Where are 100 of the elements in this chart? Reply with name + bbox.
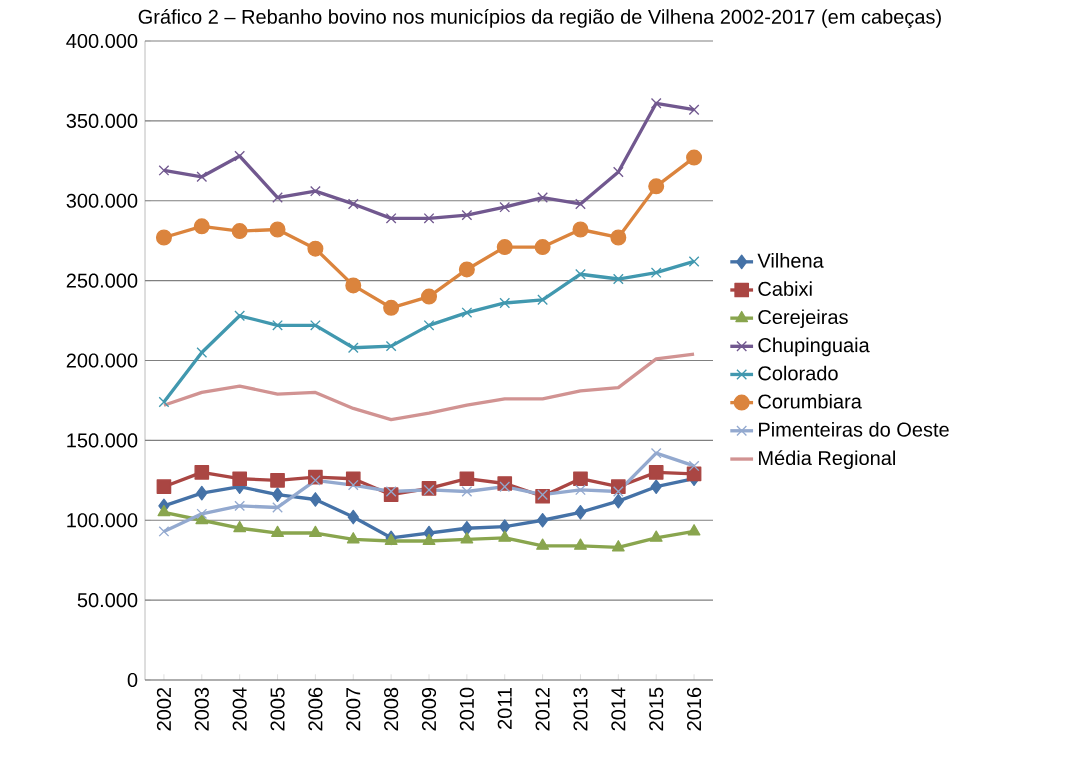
y-tick-label: 200.000 [66, 353, 138, 368]
y-tick-label: 250.000 [66, 273, 138, 288]
point [687, 524, 701, 536]
x-tick-label: 2005 [270, 687, 285, 731]
legend-label: Cerejeiras [758, 309, 848, 329]
point [612, 273, 624, 285]
point [385, 212, 397, 224]
point [498, 530, 512, 542]
point [158, 526, 170, 537]
x-tick-label: 2002 [156, 687, 172, 731]
y-tick-label: 350.000 [66, 113, 138, 128]
point [460, 532, 474, 544]
point [461, 486, 473, 497]
point [575, 484, 586, 496]
x-tick-label: 2004 [232, 687, 247, 731]
point [157, 504, 171, 517]
legend-label: Colorado [758, 365, 838, 381]
point [688, 460, 700, 472]
point [158, 396, 170, 408]
point [537, 192, 548, 203]
point [271, 487, 284, 503]
point [499, 519, 511, 534]
point [648, 178, 665, 195]
x-tick-label: 2015 [649, 687, 664, 731]
point [536, 538, 550, 550]
point [534, 239, 551, 256]
legend-label: Cabixi [758, 281, 812, 296]
point [308, 525, 322, 538]
point [307, 240, 324, 257]
point [612, 486, 624, 497]
point [310, 474, 321, 486]
point [193, 218, 210, 235]
point [347, 479, 359, 491]
point [610, 229, 627, 246]
point [612, 493, 625, 509]
y-tick-label: 150.000 [67, 433, 138, 448]
point [499, 201, 511, 213]
x-tick-label: 2003 [194, 687, 209, 731]
point [347, 198, 359, 210]
point [196, 485, 208, 501]
point [688, 104, 700, 116]
x-tick-label: 2007 [346, 687, 361, 731]
point [385, 340, 397, 352]
point [423, 484, 435, 496]
line-series [162, 352, 696, 422]
point [461, 307, 473, 318]
point [650, 97, 662, 109]
point [383, 299, 400, 316]
x-tick-label: 2009 [421, 687, 437, 731]
point [195, 512, 209, 525]
point [196, 171, 208, 183]
point [233, 520, 247, 533]
x-tick-label: 2014 [611, 687, 626, 731]
x-tick-label: 2016 [686, 687, 702, 731]
point [423, 212, 435, 224]
point [574, 504, 587, 520]
point [234, 500, 246, 512]
point [231, 223, 248, 240]
chart-title: Gráfico 2 – Rebanho bovino nos municípios da região de Vilhena 2002-2017 (em cabeças) [138, 8, 941, 28]
point [459, 471, 475, 487]
point [232, 471, 248, 487]
point [196, 508, 208, 520]
point [271, 525, 284, 538]
y-tick-label: 0 [127, 672, 138, 688]
point [270, 472, 285, 488]
x-tick-label: 2013 [573, 687, 588, 731]
x-tick-label: 2012 [535, 687, 550, 731]
point [155, 229, 172, 246]
point [537, 294, 548, 306]
point [423, 319, 435, 331]
point [536, 512, 549, 528]
legend-label: Média Regional [759, 450, 895, 470]
point [612, 166, 624, 178]
point [686, 149, 703, 166]
point [421, 288, 438, 305]
y-tick-label: 300.000 [66, 193, 138, 208]
point [458, 261, 475, 278]
point [611, 540, 625, 552]
legend-label: Chupinguaia [758, 337, 870, 357]
point [310, 185, 321, 197]
point [572, 221, 589, 238]
point [272, 192, 283, 203]
point [496, 239, 513, 256]
point [156, 479, 172, 495]
point [345, 277, 362, 294]
point [309, 492, 322, 507]
legend-label: Corumbiara [758, 393, 862, 409]
point [346, 532, 360, 544]
point [158, 165, 170, 176]
point [272, 319, 283, 331]
point [234, 310, 246, 322]
y-tick-label: 100.000 [67, 513, 138, 528]
point [461, 209, 473, 221]
point [573, 471, 588, 487]
point [499, 297, 511, 309]
y-tick-label: 50.000 [77, 593, 138, 608]
point [422, 533, 436, 546]
point [575, 268, 586, 280]
x-tick-label: 2011 [497, 687, 512, 729]
point [649, 530, 663, 542]
